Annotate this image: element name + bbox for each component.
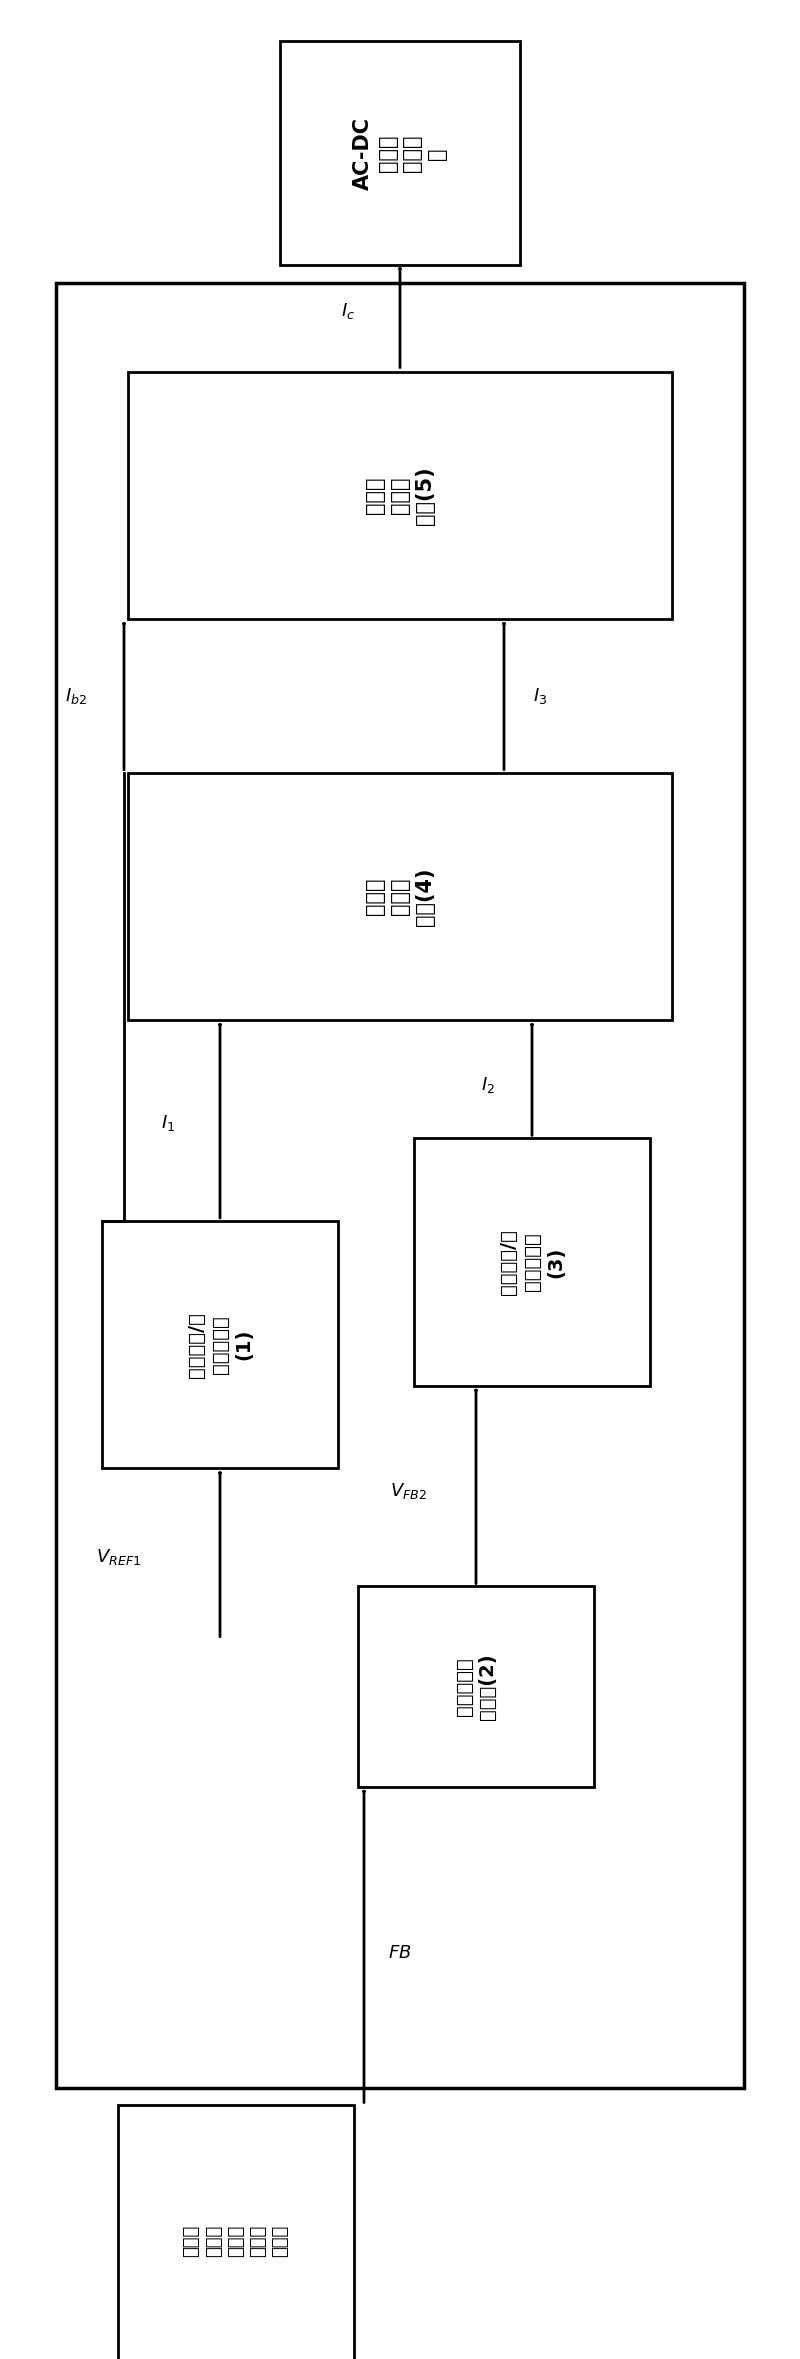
Bar (118, 2104, 354, 2359)
Bar (414, 1137, 650, 1385)
Bar (128, 370, 672, 618)
Text: $I_2$: $I_2$ (481, 1076, 495, 1095)
Text: $V_{REF1}$: $V_{REF1}$ (96, 1548, 141, 1566)
Text: $I_3$: $I_3$ (533, 686, 547, 705)
Text: $V_{FB2}$: $V_{FB2}$ (390, 1481, 426, 1500)
Bar (56, 283, 744, 2088)
Text: 第一电压/电
流转换电路
(1): 第一电压/电 流转换电路 (1) (187, 1312, 253, 1378)
Bar (102, 1222, 338, 1467)
Text: $I_1$: $I_1$ (161, 1113, 175, 1132)
Text: $I_{b2}$: $I_{b2}$ (65, 686, 87, 705)
Text: AC-DC
转换器
的振荡
器: AC-DC 转换器 的振荡 器 (353, 118, 447, 189)
Bar (128, 774, 672, 1019)
Text: 反激变
换器的
辅助绕
组电阻
分压端: 反激变 换器的 辅助绕 组电阻 分压端 (182, 2225, 290, 2258)
Text: 第二电
流相减
电路(5): 第二电 流相减 电路(5) (365, 467, 435, 524)
Text: $FB$: $FB$ (388, 1944, 412, 1963)
Bar (280, 40, 520, 264)
Text: 电压采样保
持电路(2): 电压采样保 持电路(2) (454, 1654, 498, 1720)
Text: $I_c$: $I_c$ (341, 302, 355, 321)
Text: 第二电压/电
流转换电路
(3): 第二电压/电 流转换电路 (3) (499, 1229, 565, 1295)
Bar (358, 1588, 594, 1788)
Text: 第一电
流相减
电路(4): 第一电 流相减 电路(4) (365, 868, 435, 925)
